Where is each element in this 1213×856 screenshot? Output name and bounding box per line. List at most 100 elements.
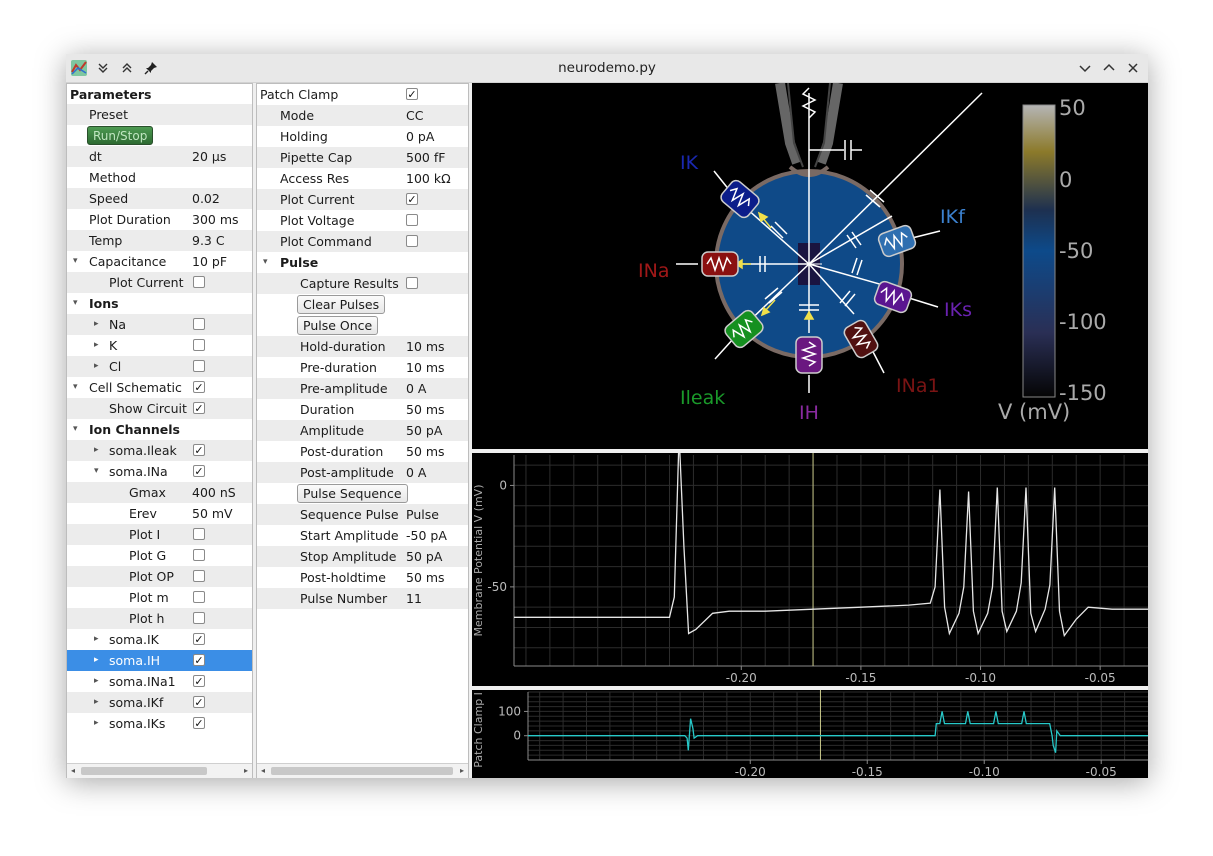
checkbox[interactable] bbox=[193, 549, 205, 561]
expand-right-icon[interactable]: ▸ bbox=[94, 697, 99, 707]
checkbox[interactable]: ✓ bbox=[193, 654, 205, 667]
scroll-right-icon[interactable]: ▸ bbox=[243, 766, 248, 775]
seq-start-amplitude[interactable]: Start Amplitude -50 pA bbox=[257, 525, 468, 546]
expand-right-icon[interactable]: ▸ bbox=[94, 361, 99, 371]
param-plot-current[interactable]: Plot Current bbox=[67, 272, 252, 293]
seq-post-holdtime[interactable]: Post-holdtime 50 ms bbox=[257, 567, 468, 588]
checkbox[interactable] bbox=[193, 318, 205, 330]
row-value[interactable]: 9.3 C bbox=[192, 233, 225, 248]
ion-k[interactable]: ▸ K bbox=[67, 335, 252, 356]
ion-na[interactable]: ▸ Na bbox=[67, 314, 252, 335]
channel-ileak[interactable] bbox=[723, 308, 766, 350]
row-value[interactable]: 50 ms bbox=[406, 444, 445, 459]
row-value[interactable]: 50 ms bbox=[406, 570, 445, 585]
row-value[interactable]: 50 mV bbox=[192, 506, 233, 521]
expand-right-icon[interactable]: ▸ bbox=[94, 340, 99, 350]
cell-schematic[interactable]: IK IKf INa IKs Ileak IH INa1 50 bbox=[472, 82, 1148, 449]
clamp-plot-voltage[interactable]: Plot Voltage bbox=[257, 210, 468, 231]
checkbox[interactable] bbox=[406, 235, 418, 247]
channel-ik-row[interactable]: ▸ soma.IK ✓ bbox=[67, 629, 252, 650]
scroll-thumb[interactable] bbox=[81, 767, 207, 775]
row-value[interactable]: 10 ms bbox=[406, 339, 445, 354]
row-value[interactable]: 400 nS bbox=[192, 485, 236, 500]
close-icon[interactable] bbox=[1124, 59, 1142, 77]
clamp-access-res[interactable]: Access Res 100 kΩ bbox=[257, 168, 468, 189]
clamp-mode[interactable]: Mode CC bbox=[257, 105, 468, 126]
row-value[interactable]: CC bbox=[406, 108, 424, 123]
tree-row[interactable]: Run/Stop bbox=[67, 125, 252, 146]
row-value[interactable]: 20 µs bbox=[192, 149, 227, 164]
checkbox[interactable]: ✓ bbox=[193, 402, 205, 415]
chevron-up-double-icon[interactable] bbox=[118, 59, 136, 77]
row-value[interactable]: 0 A bbox=[406, 465, 427, 480]
channel-ina1[interactable] bbox=[842, 318, 880, 359]
clamp-plot-command[interactable]: Plot Command bbox=[257, 231, 468, 252]
expand-down-icon[interactable]: ▾ bbox=[73, 382, 78, 392]
row-value[interactable]: 50 pA bbox=[406, 423, 443, 438]
channel-ina1-row[interactable]: ▸ soma.INa1 ✓ bbox=[67, 671, 252, 692]
scroll-left-icon[interactable]: ◂ bbox=[260, 766, 265, 775]
group-pulse[interactable]: ▾ Pulse bbox=[257, 252, 468, 273]
pulse-amplitude[interactable]: Amplitude 50 pA bbox=[257, 420, 468, 441]
clear-pulses-button[interactable]: Clear Pulses bbox=[297, 295, 386, 314]
channel-ina-row[interactable]: ▾ soma.INa ✓ bbox=[67, 461, 252, 482]
checkbox[interactable]: ✓ bbox=[193, 465, 205, 478]
channel-iks[interactable] bbox=[873, 280, 913, 314]
param-temp[interactable]: Temp 9.3 C bbox=[67, 230, 252, 251]
param-preset[interactable]: Preset bbox=[67, 104, 252, 125]
pin-icon[interactable] bbox=[142, 59, 160, 77]
ina-plot-g[interactable]: Plot G bbox=[67, 545, 252, 566]
ion-cl[interactable]: ▸ Cl bbox=[67, 356, 252, 377]
param-show-circuit[interactable]: Show Circuit ✓ bbox=[67, 398, 252, 419]
checkbox[interactable] bbox=[406, 277, 418, 289]
expand-right-icon[interactable]: ▸ bbox=[94, 319, 99, 329]
scroll-right-icon[interactable]: ▸ bbox=[459, 766, 464, 775]
run-stop-button[interactable]: Run/Stop bbox=[87, 126, 154, 145]
seq-stop-amplitude[interactable]: Stop Amplitude 50 pA bbox=[257, 546, 468, 567]
expand-right-icon[interactable]: ▸ bbox=[94, 655, 99, 665]
expand-right-icon[interactable]: ▸ bbox=[94, 445, 99, 455]
param-dt[interactable]: dt 20 µs bbox=[67, 146, 252, 167]
clamp-horizontal-scrollbar[interactable]: ◂ ▸ bbox=[257, 763, 468, 778]
ina-plot-i[interactable]: Plot I bbox=[67, 524, 252, 545]
channel-ikf-row[interactable]: ▸ soma.IKf ✓ bbox=[67, 692, 252, 713]
checkbox[interactable]: ✓ bbox=[193, 633, 205, 646]
membrane-potential-plot[interactable]: -0.20 -0.15 -0.10 -0.05 0 -50 Membrane Potenti… bbox=[472, 434, 1148, 686]
param-speed[interactable]: Speed 0.02 bbox=[67, 188, 252, 209]
channel-ileak-row[interactable]: ▸ soma.Ileak ✓ bbox=[67, 440, 252, 461]
expand-right-icon[interactable]: ▸ bbox=[94, 718, 99, 728]
pulse-pre-amplitude[interactable]: Pre-amplitude 0 A bbox=[257, 378, 468, 399]
tree-row[interactable]: Pulse Sequence bbox=[257, 483, 468, 504]
param-plot-duration[interactable]: Plot Duration 300 ms bbox=[67, 209, 252, 230]
checkbox[interactable] bbox=[406, 214, 418, 226]
ina-gmax[interactable]: Gmax 400 nS bbox=[67, 482, 252, 503]
group-ion-channels[interactable]: ▾ Ion Channels bbox=[67, 419, 252, 440]
pulse-hold-duration[interactable]: Hold-duration 10 ms bbox=[257, 336, 468, 357]
checkbox[interactable]: ✓ bbox=[193, 675, 205, 688]
group-ions[interactable]: ▾ Ions bbox=[67, 293, 252, 314]
checkbox[interactable] bbox=[193, 276, 205, 288]
ina-erev[interactable]: Erev 50 mV bbox=[67, 503, 252, 524]
checkbox[interactable]: ✓ bbox=[406, 193, 418, 206]
ina-plot-op[interactable]: Plot OP bbox=[67, 566, 252, 587]
checkbox[interactable] bbox=[193, 612, 205, 624]
channel-ik[interactable] bbox=[719, 178, 762, 220]
checkbox[interactable] bbox=[193, 591, 205, 603]
row-value[interactable]: 100 kΩ bbox=[406, 171, 451, 186]
checkbox[interactable]: ✓ bbox=[193, 717, 205, 730]
clamp-pipette-cap[interactable]: Pipette Cap 500 fF bbox=[257, 147, 468, 168]
pulse-post-amplitude[interactable]: Post-amplitude 0 A bbox=[257, 462, 468, 483]
maximize-icon[interactable] bbox=[1100, 59, 1118, 77]
scroll-thumb[interactable] bbox=[271, 767, 453, 775]
ina-plot-h[interactable]: Plot h bbox=[67, 608, 252, 629]
checkbox[interactable] bbox=[193, 528, 205, 540]
row-value[interactable]: 11 bbox=[406, 591, 422, 606]
row-value[interactable]: 50 ms bbox=[406, 402, 445, 417]
chevron-down-double-icon[interactable] bbox=[94, 59, 112, 77]
expand-down-icon[interactable]: ▾ bbox=[73, 298, 78, 308]
pulse-capture-results[interactable]: Capture Results bbox=[257, 273, 468, 294]
scroll-left-icon[interactable]: ◂ bbox=[70, 766, 75, 775]
channel-ih[interactable] bbox=[795, 336, 823, 374]
expand-down-icon[interactable]: ▾ bbox=[94, 466, 99, 476]
row-value[interactable]: 0 pA bbox=[406, 129, 435, 144]
